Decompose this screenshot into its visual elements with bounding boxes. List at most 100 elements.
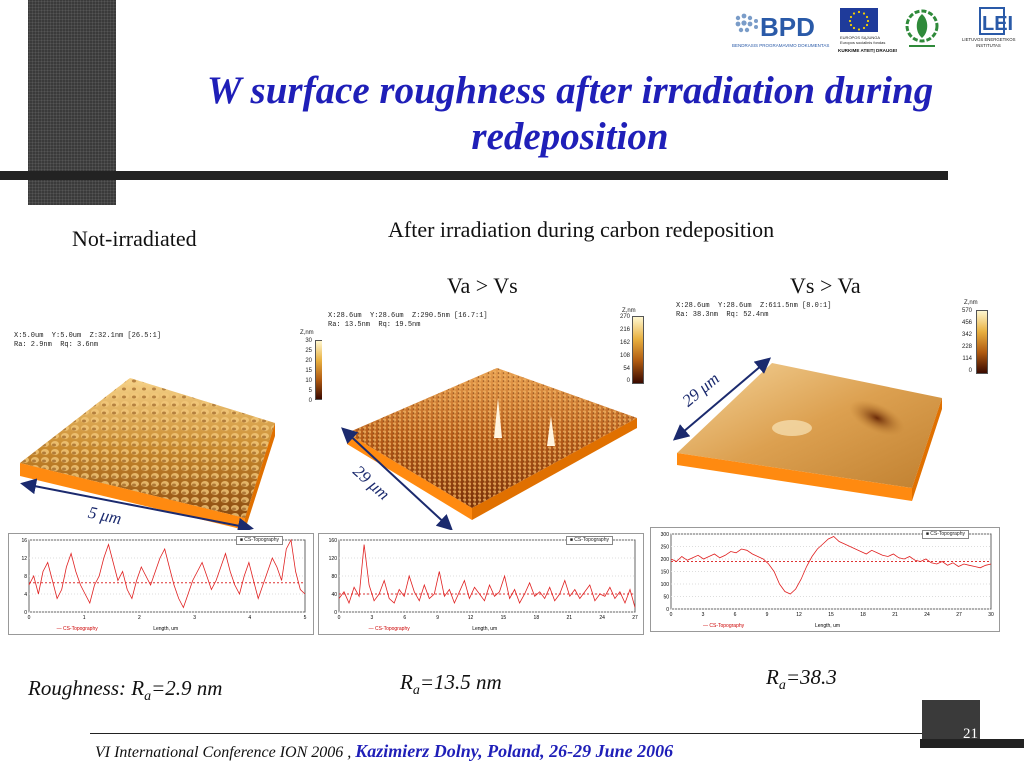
x-tick-label: 12 — [796, 612, 802, 618]
x-axis-label: Length, um — [153, 626, 178, 632]
title-line-1: W surface roughness after irradiation du… — [206, 69, 934, 112]
y-tick-label: 8 — [24, 574, 27, 580]
bottom-legend-label: — CS-Topography — [703, 623, 745, 629]
y-tick-label: 300 — [661, 532, 670, 538]
x-tick-label: 24 — [599, 615, 605, 621]
footer-bar — [920, 739, 1024, 748]
svg-text:BPD: BPD — [760, 12, 815, 42]
x-tick-label: 15 — [501, 615, 507, 621]
dimension-arrow — [341, 427, 453, 530]
scan-info: X:5.0um Y:5.0um Z:32.1nm [26.5:1] Ra: 2.… — [14, 332, 162, 349]
bottom-legend-label: — CS-Topography — [57, 626, 99, 632]
x-tick-label: 24 — [924, 612, 930, 618]
dimension-arrow — [20, 478, 254, 530]
afm-scan-1: X:5.0um Y:5.0um Z:32.1nm [26.5:1] Ra: 2.… — [10, 328, 327, 530]
y-tick-label: 100 — [661, 582, 670, 588]
svg-text:EUROPOS SĄJUNGA: EUROPOS SĄJUNGA — [840, 35, 880, 40]
x-tick-label: 0 — [28, 615, 31, 621]
svg-text:INSTITUTAS: INSTITUTAS — [976, 43, 1001, 48]
x-tick-label: 30 — [988, 612, 994, 618]
x-tick-label: 6 — [734, 612, 737, 618]
decorative-dark-block — [28, 0, 116, 205]
bottom-legend-label: — CS-Topography — [369, 626, 411, 632]
x-tick-label: 4 — [248, 615, 251, 621]
x-tick-label: 5 — [304, 615, 307, 621]
colorbar-unit: Z,nm — [964, 300, 978, 306]
header-divider-bar — [0, 171, 948, 180]
svg-text:LEI: LEI — [982, 13, 1013, 35]
profile-series-line — [670, 536, 992, 595]
legend-box: ■ CS-Topography — [921, 530, 969, 539]
footer-location: Kazimierz Dolny, Poland, 26-29 June 2006 — [355, 741, 674, 761]
x-tick-label: 15 — [828, 612, 834, 618]
dimension-arrow — [672, 357, 772, 441]
profile-series-line — [338, 544, 636, 608]
footer-conference: VI International Conference ION 2006 , — [95, 744, 352, 761]
footer-text: VI International Conference ION 2006 , K… — [95, 741, 673, 762]
x-tick-label: 18 — [860, 612, 866, 618]
x-tick-label: 9 — [436, 615, 439, 621]
afm-scan-3: X:28.6um Y:28.6um Z:611.5nm [8.0:1] Ra: … — [672, 298, 1002, 523]
svg-text:KURKIME ATEITĮ DRAUGE!: KURKIME ATEITĮ DRAUGE! — [838, 48, 898, 53]
x-tick-label: 9 — [766, 612, 769, 618]
bpd-logo: BPD BENDRASIS PROGRAMAVIMO DOKUMENTAS — [730, 6, 835, 52]
roughness-label-2: Ra=13.5 nm — [400, 670, 502, 699]
roughness-label-3: Ra=38.3 — [766, 665, 837, 694]
title-line-2: redeposition — [471, 115, 669, 158]
y-tick-label: 200 — [661, 557, 670, 563]
scan-info: X:28.6um Y:28.6um Z:290.5nm [16.7:1] Ra:… — [328, 312, 488, 329]
x-tick-label: 3 — [193, 615, 196, 621]
lei-logo: LEI LIETUVOS ENERGETIKOS INSTITUTAS — [962, 6, 1022, 52]
x-tick-label: 3 — [370, 615, 373, 621]
leaf-emblem-logo — [903, 6, 941, 52]
colorbar-unit: Z,nm — [300, 330, 314, 336]
slide-number-box — [922, 700, 980, 742]
x-axis-label: Length, um — [472, 626, 497, 632]
profile-plot-3: 300 250 200 150 100 50 0 0 3 6 9 12 15 18 21 24 27 30 Leng… — [650, 527, 1000, 632]
colorbar-unit: Z,nm — [622, 308, 636, 314]
y-tick-label: 0 — [24, 610, 27, 616]
colorbar — [976, 310, 988, 374]
x-tick-label: 0 — [338, 615, 341, 621]
y-tick-label: 80 — [331, 574, 337, 580]
x-tick-label: 1 — [83, 615, 86, 621]
x-tick-label: 2 — [138, 615, 141, 621]
slide-title: W surface roughness after irradiation du… — [120, 68, 1020, 160]
x-tick-label: 21 — [892, 612, 898, 618]
colorbar-ticks: 30 25 20 15 10 5 0 — [305, 338, 312, 404]
x-tick-label: 21 — [566, 615, 572, 621]
slide-number: 21 — [963, 726, 978, 742]
x-tick-label: 12 — [468, 615, 474, 621]
profile-plot-1: 16 12 8 4 0 0 1 2 3 4 5 Length, um — CS-Topography ■ … — [8, 533, 314, 635]
colorbar-ticks: 270 216 162 108 54 0 — [619, 314, 630, 384]
x-tick-label: 27 — [956, 612, 962, 618]
heading-not-irradiated: Not-irradiated — [72, 226, 197, 251]
roughness-label-1: Roughness: Ra=2.9 nm — [28, 676, 223, 705]
svg-text:LIETUVOS ENERGETIKOS: LIETUVOS ENERGETIKOS — [962, 37, 1016, 42]
y-tick-label: 0 — [666, 607, 669, 613]
heading-after-irradiation: After irradiation during carbon redeposi… — [388, 217, 775, 242]
x-tick-label: 18 — [534, 615, 540, 621]
svg-text:BENDRASIS PROGRAMAVIMO DOKUMEN: BENDRASIS PROGRAMAVIMO DOKUMENTAS — [732, 43, 829, 48]
colorbar — [632, 316, 644, 384]
afm-scan-2: X:28.6um Y:28.6um Z:290.5nm [16.7:1] Ra:… — [322, 308, 644, 530]
profile-plot-2: 160 120 80 40 0 0 3 6 9 12 15 18 21 24 27 Length, um — C… — [318, 533, 644, 635]
x-axis-label: Length, um — [815, 623, 840, 629]
subheading-vs-gt-va: Vs > Va — [790, 273, 861, 298]
colorbar-ticks: 570 456 342 228 114 0 — [961, 308, 972, 374]
y-tick-label: 12 — [21, 556, 27, 562]
x-tick-label: 0 — [670, 612, 673, 618]
x-tick-label: 6 — [403, 615, 406, 621]
x-tick-label: 27 — [632, 615, 638, 621]
subheading-va-gt-vs: Va > Vs — [447, 273, 518, 298]
y-tick-label: 4 — [24, 592, 27, 598]
y-tick-label: 120 — [329, 556, 338, 562]
y-tick-label: 160 — [329, 538, 338, 544]
x-tick-label: 3 — [702, 612, 705, 618]
y-tick-label: 150 — [661, 570, 670, 576]
y-tick-label: 0 — [334, 610, 337, 616]
y-tick-label: 40 — [331, 592, 337, 598]
eu-logo: EUROPOS SĄJUNGA Europos socialinis fonda… — [838, 6, 900, 53]
y-tick-label: 50 — [663, 595, 669, 601]
svg-text:Europos socialinis fondas: Europos socialinis fondas — [840, 40, 885, 45]
